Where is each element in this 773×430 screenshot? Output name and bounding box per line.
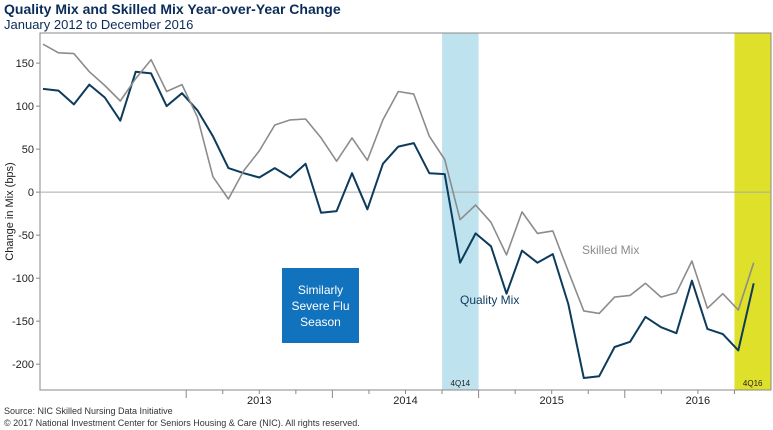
x-year-label: 2015 — [539, 395, 563, 407]
series-label-quality-mix: Quality Mix — [460, 293, 519, 307]
series-label-skilled-mix: Skilled Mix — [582, 243, 639, 257]
y-tick-label: -200 — [12, 359, 34, 371]
series-line-quality-mix — [42, 70, 755, 379]
y-tick-label: -150 — [12, 316, 34, 328]
x-year-label: 2013 — [247, 395, 271, 407]
copyright-note: © 2017 National Investment Center for Se… — [4, 418, 360, 428]
highlight-band-4q14 — [442, 33, 479, 390]
series-line-skilled-mix — [42, 43, 755, 315]
y-axis-label: Change in Mix (bps) — [4, 162, 16, 260]
chart-subtitle: January 2012 to December 2016 — [4, 17, 194, 32]
y-tick-label: 150 — [16, 58, 34, 70]
y-tick-label: -100 — [12, 273, 34, 285]
plot-frame — [39, 32, 772, 391]
y-tick-label: 0 — [28, 187, 34, 199]
highlight-band-4q16 — [734, 33, 771, 390]
highlight-label-4q16: 4Q16 — [743, 379, 763, 388]
flu-season-annotation: Similarly Severe Flu Season — [282, 268, 359, 343]
source-note: Source: NIC Skilled Nursing Data Initiat… — [4, 406, 173, 416]
x-year-label: 2014 — [393, 395, 417, 407]
y-tick-label: 50 — [22, 144, 34, 156]
y-tick-label: 100 — [16, 101, 34, 113]
chart-title: Quality Mix and Skilled Mix Year-over-Ye… — [4, 1, 341, 17]
y-tick-label: -50 — [18, 230, 34, 242]
flu-season-annotation-text: Similarly Severe Flu Season — [291, 282, 350, 329]
x-year-label: 2016 — [686, 395, 710, 407]
highlight-label-4q14: 4Q14 — [451, 379, 471, 388]
